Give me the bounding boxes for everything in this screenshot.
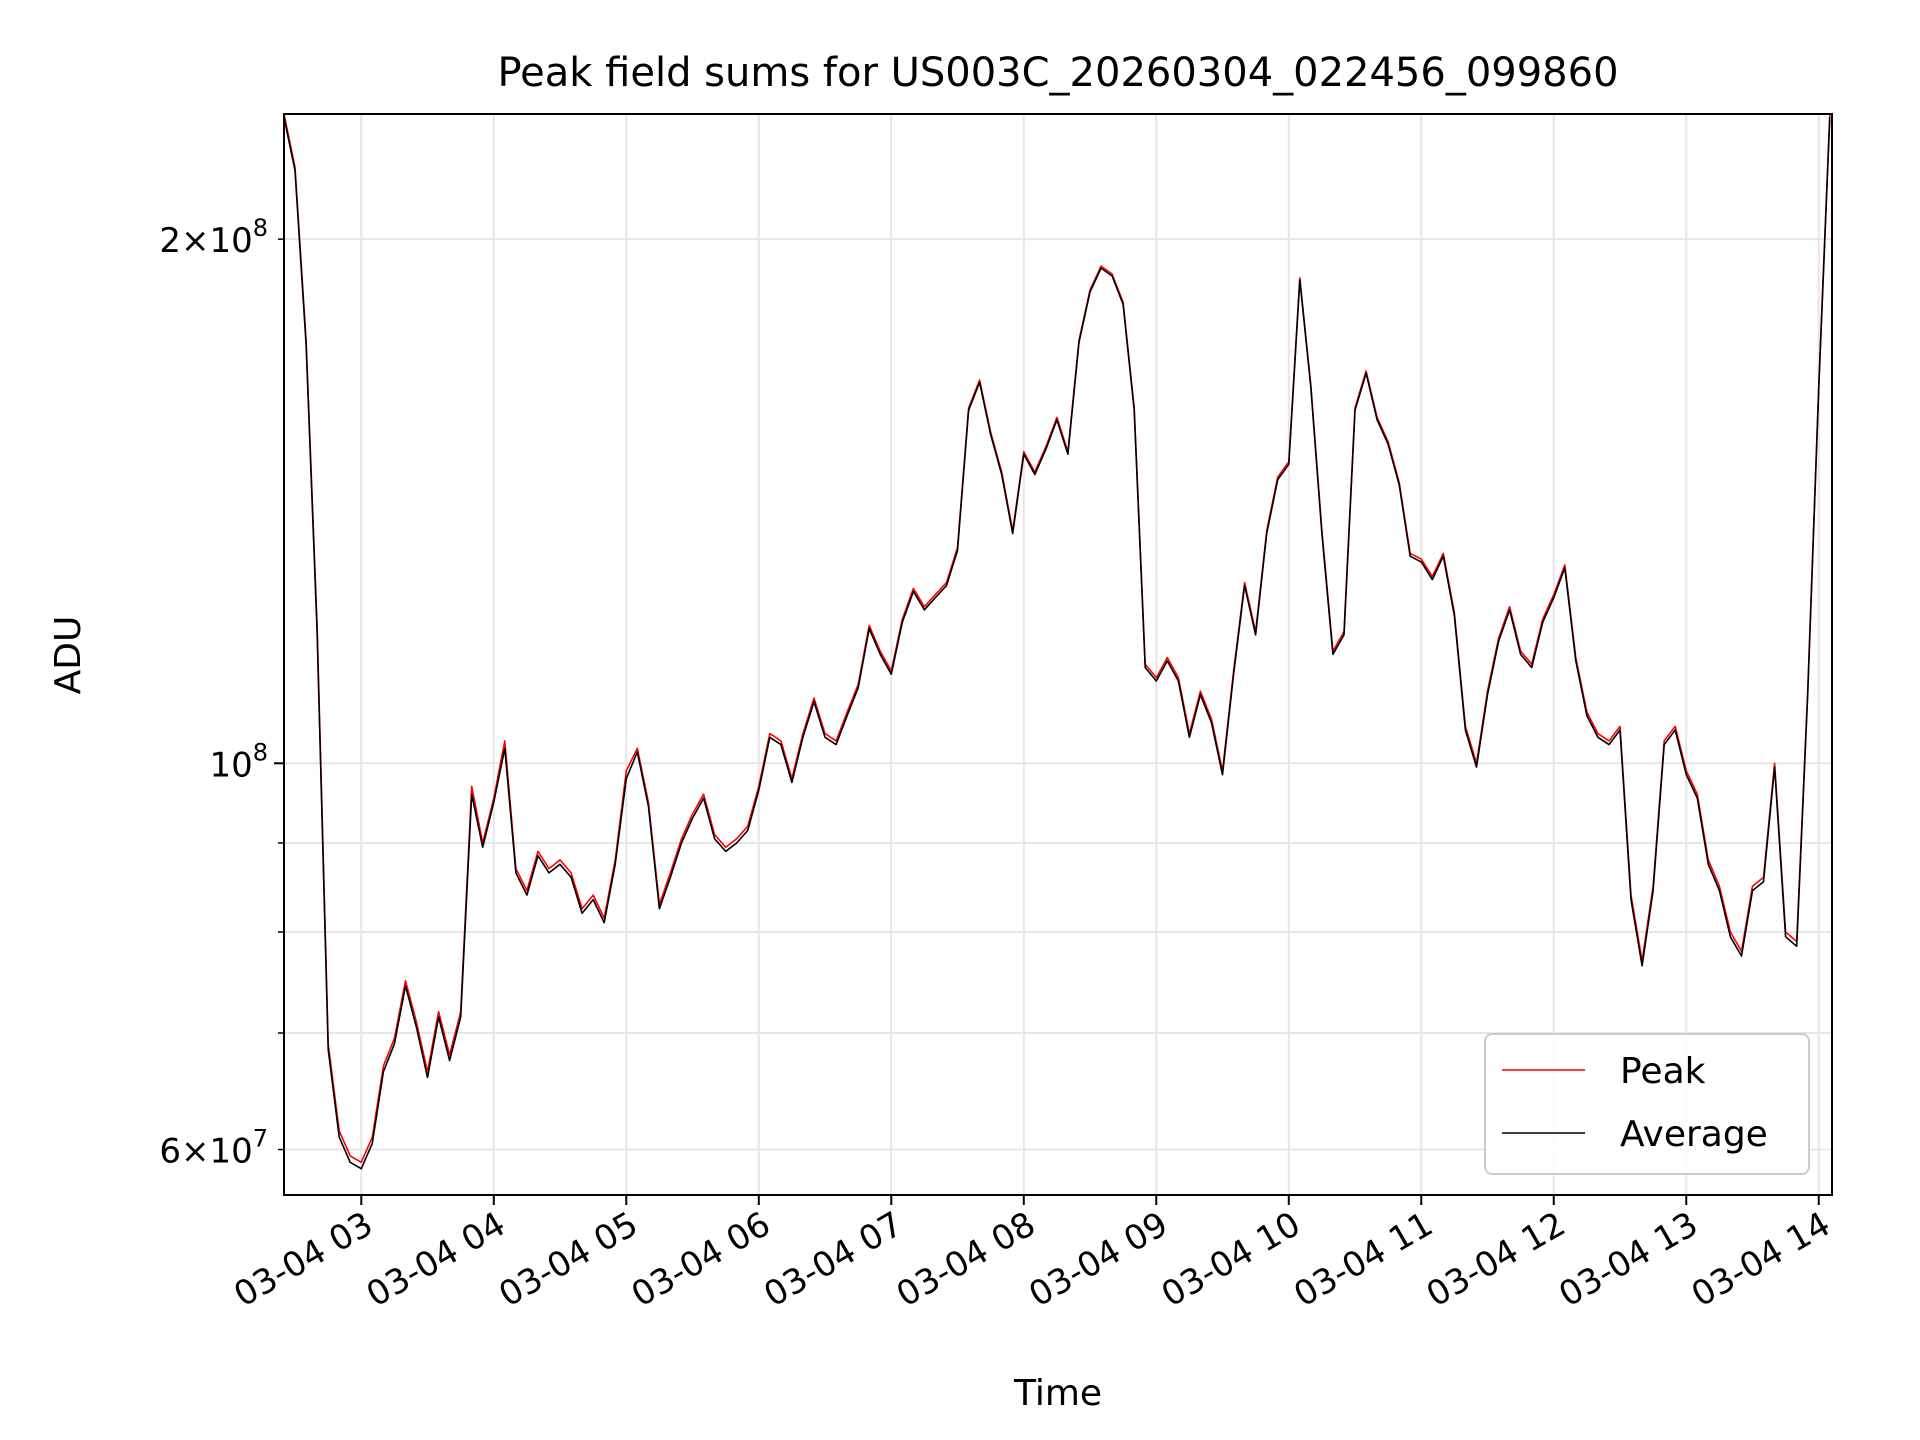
legend-peak-label: Peak	[1620, 1051, 1706, 1092]
series-line-average	[283, 117, 1831, 1170]
legend-average-label: Average	[1620, 1114, 1768, 1155]
chart-title: Peak field sums for US003C_20260304_0224…	[497, 50, 1618, 96]
legend-box	[1484, 1033, 1810, 1175]
y-minor-tick-label: 6×107	[159, 1125, 268, 1172]
series-lines	[283, 113, 1831, 1170]
plot-frame	[283, 113, 1833, 1196]
legend: Peak Average	[1484, 1033, 1810, 1175]
grid-lines	[284, 114, 1832, 1195]
x-axis-label: Time	[1013, 1373, 1102, 1414]
y-minor-tick-label: 2×108	[159, 214, 268, 261]
y-axis-label: ADU	[48, 616, 89, 695]
